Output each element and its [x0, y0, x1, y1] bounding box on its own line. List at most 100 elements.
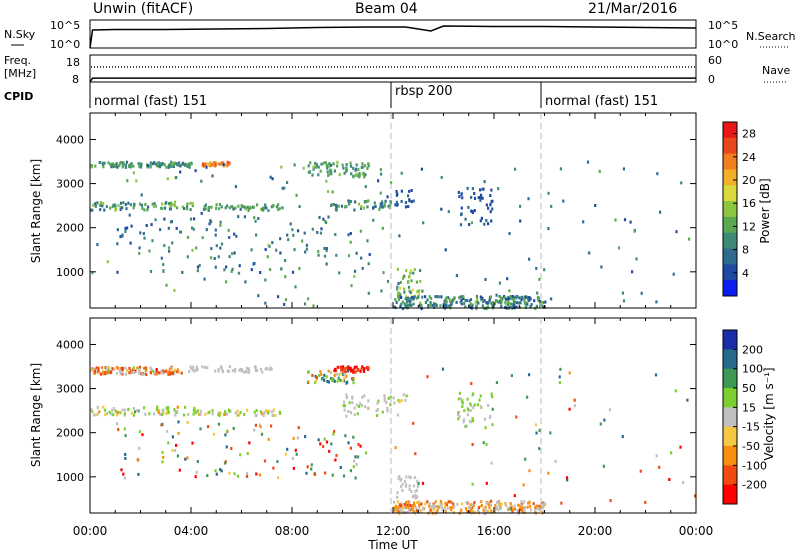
data-point — [217, 369, 220, 373]
data-point — [353, 274, 356, 278]
data-point — [526, 302, 529, 306]
data-point — [194, 475, 197, 479]
colorbar-swatch — [723, 122, 737, 139]
data-point — [142, 366, 145, 370]
data-point — [117, 204, 120, 207]
data-point — [265, 367, 269, 371]
data-point — [326, 166, 329, 170]
ytick-label: 1000 — [56, 266, 84, 279]
data-point — [326, 379, 329, 383]
data-point — [412, 421, 415, 425]
data-point — [358, 172, 361, 176]
data-point — [243, 215, 246, 219]
data-point — [450, 508, 453, 512]
data-point — [460, 508, 463, 512]
data-point — [331, 190, 334, 194]
data-point — [196, 265, 200, 269]
data-point — [224, 433, 227, 437]
data-point — [347, 441, 350, 445]
data-point — [338, 173, 341, 177]
data-point — [270, 424, 273, 428]
data-point — [255, 413, 258, 417]
data-point — [639, 469, 642, 473]
noise-left-tick-top: 10^5 — [50, 19, 80, 32]
data-point — [617, 246, 621, 250]
data-point — [485, 203, 488, 207]
data-point — [357, 168, 360, 172]
data-point — [192, 365, 195, 369]
data-point — [124, 230, 127, 233]
data-point — [434, 505, 437, 508]
data-point — [465, 500, 468, 504]
data-point — [362, 206, 366, 210]
data-point — [411, 507, 415, 511]
data-point — [194, 169, 197, 173]
data-point — [398, 512, 401, 516]
data-point — [91, 271, 94, 275]
data-point — [333, 379, 336, 383]
data-point — [204, 162, 207, 166]
data-point — [317, 253, 320, 257]
data-point — [149, 161, 152, 165]
data-point — [167, 165, 170, 169]
data-point — [108, 410, 111, 414]
data-point — [481, 196, 484, 200]
ytick-label: 3000 — [56, 178, 84, 191]
data-point — [405, 483, 408, 487]
data-point — [484, 426, 487, 430]
data-point — [171, 435, 174, 439]
data-point — [470, 404, 473, 408]
data-point — [515, 296, 518, 300]
data-point — [400, 200, 403, 203]
data-point — [477, 509, 480, 513]
colorbar-tick-label: 12 — [742, 220, 756, 233]
data-point — [172, 203, 175, 207]
data-point — [286, 181, 289, 184]
data-point — [428, 502, 431, 506]
data-point — [107, 365, 110, 369]
data-point — [509, 295, 512, 298]
data-point — [119, 208, 122, 212]
data-point — [184, 457, 187, 461]
data-point — [497, 503, 501, 507]
data-point — [167, 411, 170, 415]
data-point — [250, 268, 253, 272]
data-point — [541, 301, 544, 304]
data-point — [238, 264, 241, 268]
data-point — [261, 207, 264, 211]
data-point — [467, 205, 470, 209]
data-point — [232, 207, 235, 211]
data-point — [186, 421, 189, 424]
data-point — [121, 165, 124, 169]
data-point — [291, 456, 294, 460]
data-point — [352, 166, 355, 170]
data-point — [146, 208, 149, 212]
data-point — [351, 395, 354, 399]
data-point — [322, 217, 325, 221]
data-point — [170, 372, 173, 376]
data-point — [175, 176, 178, 179]
data-point — [409, 297, 412, 301]
data-point — [153, 161, 156, 165]
data-point — [506, 277, 509, 281]
data-point — [602, 464, 605, 468]
data-point — [342, 379, 345, 383]
data-point — [408, 275, 411, 279]
data-point — [124, 366, 127, 370]
data-point — [485, 301, 488, 305]
data-point — [535, 506, 538, 510]
data-point — [450, 302, 453, 306]
data-point — [312, 304, 315, 308]
data-point — [293, 248, 296, 252]
data-point — [159, 228, 162, 232]
data-point — [104, 371, 107, 375]
data-point — [380, 172, 383, 176]
freq-tick-bottom: 8 — [72, 73, 79, 86]
data-point — [418, 507, 421, 511]
data-point — [316, 231, 319, 234]
data-point — [521, 509, 524, 513]
data-point — [411, 288, 414, 292]
data-point — [400, 504, 403, 508]
data-point — [497, 508, 500, 512]
data-point — [133, 371, 136, 374]
